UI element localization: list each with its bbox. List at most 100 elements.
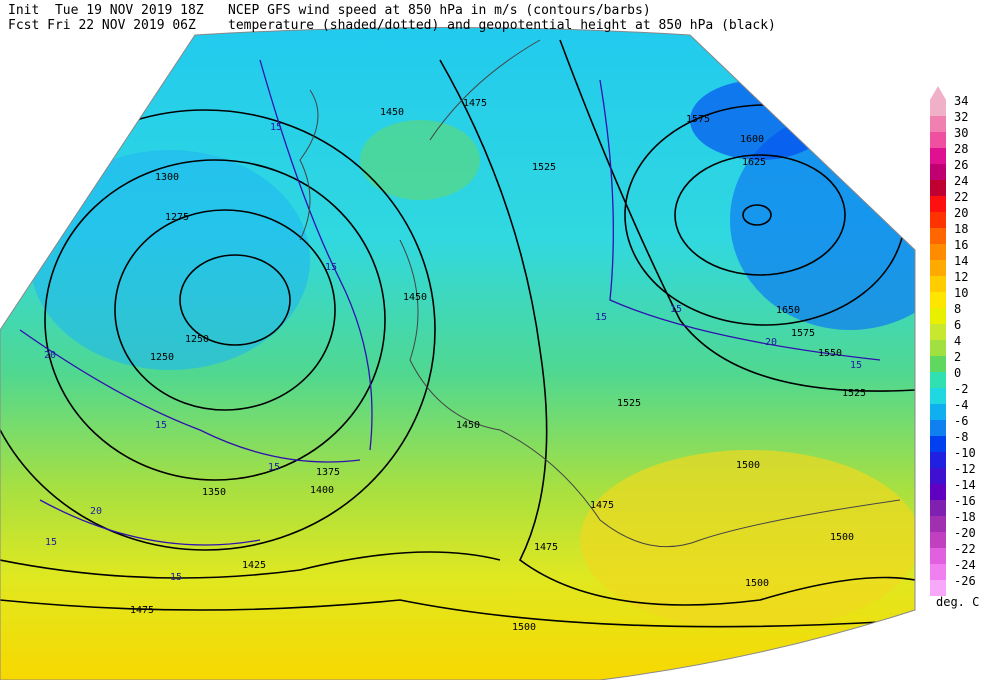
colorbar-swatch: [930, 308, 946, 324]
height-label: 1400: [310, 485, 334, 496]
colorbar-tick-label: 18: [954, 222, 968, 236]
coastlines: [299, 39, 901, 548]
colorbar-tick-label: 4: [954, 334, 961, 348]
colorbar-tick-label: 30: [954, 126, 968, 140]
colorbar-tick-label: 8: [954, 302, 961, 316]
colorbar-tick-label: -8: [954, 430, 968, 444]
colorbar-swatch: [930, 100, 946, 116]
colorbar-tick-label: 6: [954, 318, 961, 332]
wind-label: 15: [170, 572, 182, 583]
height-contours: [0, 39, 915, 628]
map-labels: 1300 1275 1250 1250 1450 1475 1525 1575 1600 1625…: [44, 98, 866, 633]
colorbar-tick-label: 22: [954, 190, 968, 204]
colorbar-swatch: [930, 132, 946, 148]
colorbar-tick-label: -2: [954, 382, 968, 396]
colorbar-swatch: [930, 228, 946, 244]
height-label: 1625: [742, 157, 766, 168]
height-label: 1250: [150, 352, 174, 363]
colorbar-swatch: [930, 292, 946, 308]
colorbar-tick-label: -6: [954, 414, 968, 428]
height-label: 1500: [745, 578, 769, 589]
colorbar-swatch: [930, 276, 946, 292]
height-label: 1525: [617, 398, 641, 409]
height-label: 1575: [686, 114, 710, 125]
colorbar-tick-label: 24: [954, 174, 968, 188]
height-label: 1375: [316, 467, 340, 478]
colorbar-swatch: [930, 164, 946, 180]
mild-area: [360, 120, 480, 200]
height-label: 1600: [740, 134, 764, 145]
colorbar-tick-label: 32: [954, 110, 968, 124]
colorbar-tick-label: -26: [954, 574, 976, 588]
wind-contours: [19, 59, 881, 546]
colorbar-swatch: [930, 212, 946, 228]
wind-label: 15: [270, 122, 282, 133]
colorbar-tick-label: 28: [954, 142, 968, 156]
colorbar-tick-label: -12: [954, 462, 976, 476]
title-line-1: NCEP GFS wind speed at 850 hPa in m/s (c…: [228, 3, 651, 18]
map-area: [0, 27, 915, 680]
height-label: 1250: [185, 334, 209, 345]
wind-label: 15: [325, 262, 337, 273]
colorbar-swatch: [930, 116, 946, 132]
colorbar-tick-label: 14: [954, 254, 968, 268]
cool-area: [30, 150, 310, 370]
colorbar-tick-label: -10: [954, 446, 976, 460]
colorbar-tick-label: 10: [954, 286, 968, 300]
colorbar-swatch: [930, 260, 946, 276]
colorbar-tick-label: -14: [954, 478, 976, 492]
wind-label: 15: [850, 360, 862, 371]
wind-label: 15: [45, 537, 57, 548]
height-label: 1525: [842, 388, 866, 399]
height-label: 1450: [380, 107, 404, 118]
colorbar-swatch: [930, 356, 946, 372]
colorbar-swatch: [930, 484, 946, 500]
colorbar-swatch: [930, 244, 946, 260]
wind-label: 20: [90, 506, 102, 517]
colorbar-swatch: [930, 180, 946, 196]
colorbar-swatch: [930, 372, 946, 388]
colorbar-swatch: [930, 196, 946, 212]
colorbar-swatch: [930, 516, 946, 532]
colorbar-tick-label: -16: [954, 494, 976, 508]
colorbar-tick-label: -22: [954, 542, 976, 556]
colorbar-swatch: [930, 436, 946, 452]
colorbar-tick-label: 2: [954, 350, 961, 364]
height-label: 1475: [463, 98, 487, 109]
colorbar-tick-label: 26: [954, 158, 968, 172]
colorbar-swatch: [930, 580, 946, 596]
height-label: 1550: [818, 348, 842, 359]
height-label: 1475: [130, 605, 154, 616]
colorbar-swatch: [930, 452, 946, 468]
init-time: Init Tue 19 NOV 2019 18Z: [8, 3, 204, 18]
colorbar-swatch: [930, 340, 946, 356]
colorbar-arrow: [930, 86, 946, 100]
height-label: 1475: [590, 500, 614, 511]
warm-area: [580, 450, 915, 630]
height-label: 1450: [403, 292, 427, 303]
height-label: 1525: [532, 162, 556, 173]
height-label: 1500: [512, 622, 536, 633]
colorbar-tick-label: -20: [954, 526, 976, 540]
colorbar-unit: deg. C: [936, 595, 979, 609]
colorbar-swatch: [930, 388, 946, 404]
colorbar-swatch: [930, 468, 946, 484]
colorbar-swatch: [930, 420, 946, 436]
height-label: 1450: [456, 420, 480, 431]
map-border: [0, 27, 916, 680]
colorbar-tick-label: 0: [954, 366, 961, 380]
height-label: 1425: [242, 560, 266, 571]
colorbar-swatch: [930, 532, 946, 548]
wind-label: 15: [670, 304, 682, 315]
height-label: 1300: [155, 172, 179, 183]
colorbar-tick-label: 16: [954, 238, 968, 252]
forecast-time: Fcst Fri 22 NOV 2019 06Z: [8, 18, 196, 33]
colorbar-swatch: [930, 500, 946, 516]
title-line-2: temperature (shaded/dotted) and geopoten…: [228, 18, 776, 33]
wind-label: 20: [44, 350, 56, 361]
wind-label: 15: [595, 312, 607, 323]
colorbar-tick-label: 34: [954, 94, 968, 108]
height-label: 1575: [791, 328, 815, 339]
colorbar-swatch: [930, 404, 946, 420]
